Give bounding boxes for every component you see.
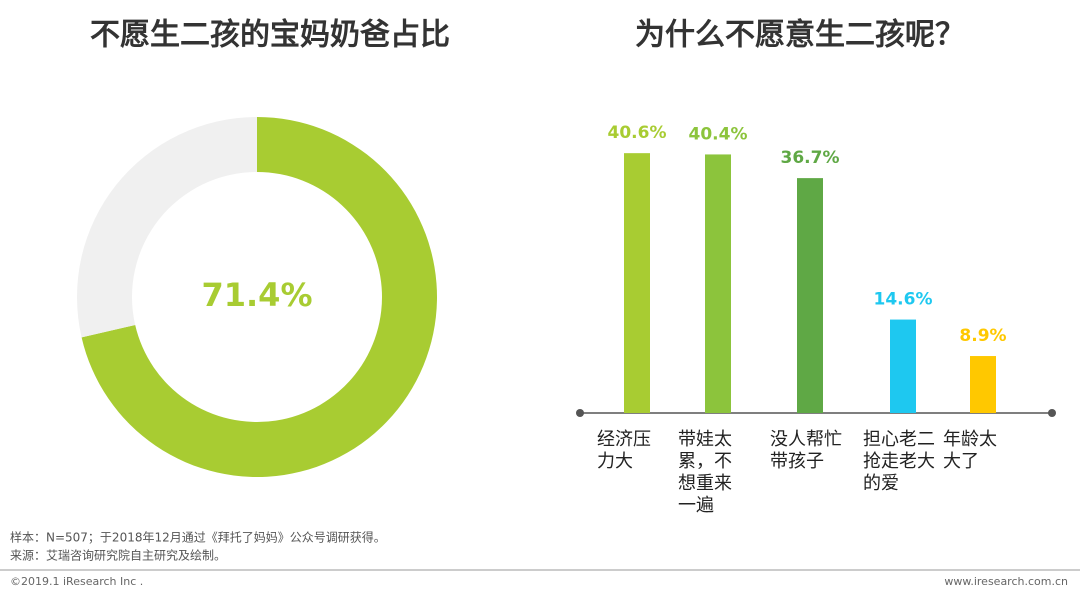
chart-title: 为什么不愿意生二孩呢？ [635,18,965,53]
value-label: 40.4% [689,124,748,144]
pie-segment [81,117,438,477]
bar [705,154,731,413]
center-label: 71.4% [201,276,312,314]
category-label: 经济压力大 [597,429,651,472]
chart-title: 不愿生二孩的宝妈奶爸占比 [90,18,450,53]
category-label: 担心老二抢走老大的爱 [863,429,935,494]
pie-segment [76,117,257,338]
axis-end [1048,409,1056,417]
bar [890,319,916,413]
value-label: 8.9% [959,326,1006,346]
axis-end [576,409,584,417]
bar [624,153,650,413]
category-label: 带娃太累，不想重来一遍 [678,429,732,516]
bar [797,178,823,413]
value-label: 40.6% [608,123,667,143]
note: 样本：N=507；于2018年12月通过《拜托了妈妈》公众号调研获得。 [10,530,386,545]
url: www.iresearch.com.cn [944,575,1068,588]
value-label: 14.6% [874,290,933,310]
bar [970,356,996,413]
category-label: 没人帮忙带孩子 [770,429,842,472]
note: 来源：艾瑞咨询研究院自主研究及绘制。 [10,548,226,563]
category-label: 年龄太大了 [943,429,997,472]
copyright: ©2019.1 iResearch Inc . [10,575,143,588]
value-label: 36.7% [781,148,840,168]
